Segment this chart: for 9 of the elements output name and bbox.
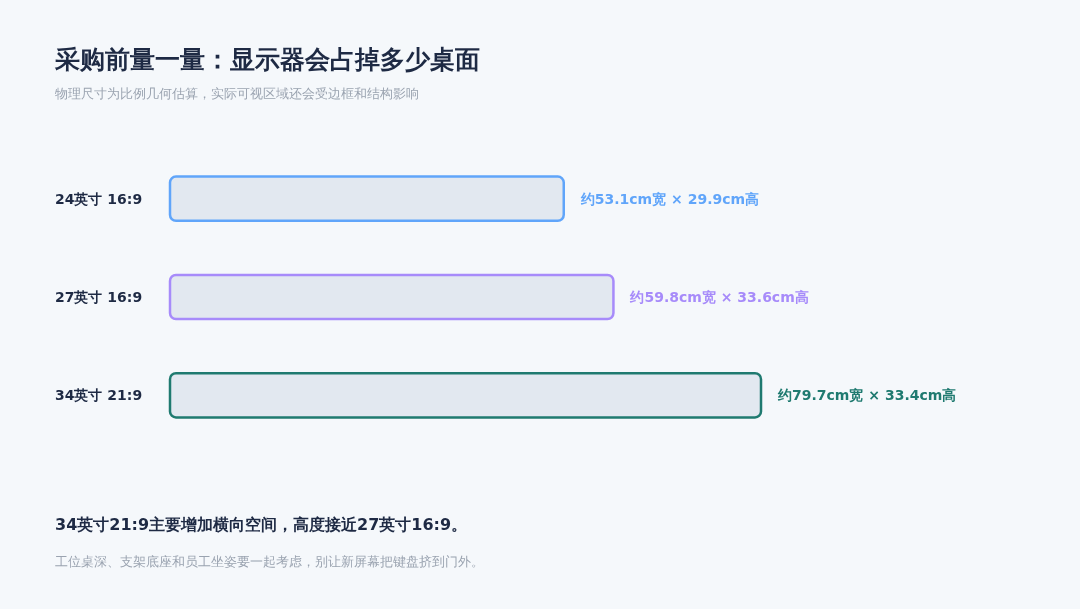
data-label: 约79.7cm宽 × 33.4cm高 [777,387,957,404]
data-label: 约53.1cm宽 × 29.9cm高 [579,190,760,207]
text: 34英寸21:9主要增加横向空间，高度接近27英寸16:9。 [55,515,468,534]
y-tick-label: 24英寸 16:9 [55,190,143,207]
data-label: 约59.8cm宽 × 33.6cm高 [629,288,809,305]
y-tick-label: 27英寸 16:9 [55,288,143,305]
chart-title: 采购前量一量：显示器会占掉多少桌面 [54,45,480,74]
y-tick-label: 34英寸 21:9 [55,387,143,404]
chart-subtitle: 物理尺寸为比例几何估算，实际可视区域还会受边框和结构影响 [55,86,419,101]
